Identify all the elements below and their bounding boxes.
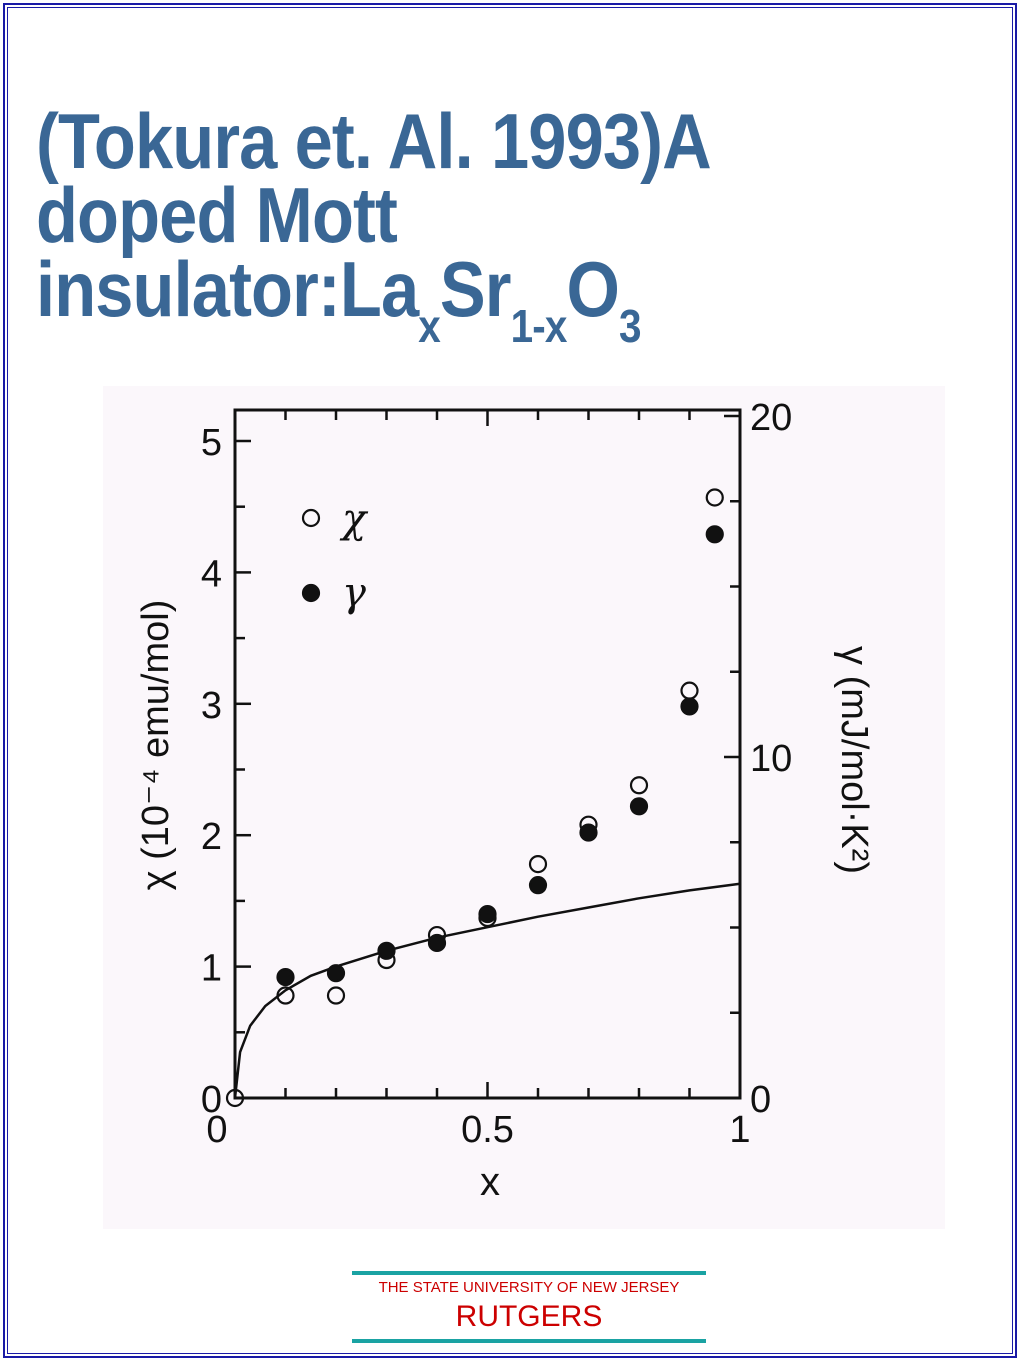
slide-title: (Tokura et. Al. 1993)A doped Mott insula… bbox=[36, 97, 881, 352]
title-sub-x: x bbox=[418, 300, 441, 352]
footer-line-bottom bbox=[352, 1339, 706, 1343]
gamma-point bbox=[326, 964, 346, 983]
rutgers-logo-text: RUTGERS bbox=[455, 1300, 603, 1333]
chart-points bbox=[225, 488, 724, 1108]
title-sub-3: 3 bbox=[619, 300, 642, 352]
gamma-point bbox=[705, 525, 724, 544]
gamma-point bbox=[579, 823, 598, 842]
y-tick-label-left: 0 bbox=[201, 1079, 222, 1121]
y-tick-label-left: 4 bbox=[201, 553, 222, 595]
legend-label-gamma: γ bbox=[342, 570, 366, 616]
title-line-1: (Tokura et. Al. 1993)A bbox=[36, 97, 712, 185]
y-axis-label-left: χ (10⁻⁴ emu/mol) bbox=[135, 600, 177, 891]
footer-line-top bbox=[352, 1271, 706, 1275]
chi-point bbox=[326, 986, 346, 1005]
chart-legend: χγ bbox=[301, 496, 369, 616]
title-formula-la: insulator:La bbox=[36, 245, 419, 333]
legend-marker-chi bbox=[301, 508, 321, 528]
y-axis-label-right: γ (mJ/mol·K²) bbox=[833, 646, 875, 874]
university-name: THE STATE UNIVERSITY OF NEW JERSEY bbox=[378, 1279, 680, 1296]
chi-point bbox=[680, 681, 699, 700]
chi-point bbox=[705, 488, 724, 507]
title-formula-sr: Sr bbox=[439, 245, 512, 333]
gamma-point bbox=[629, 797, 649, 816]
gamma-point bbox=[427, 933, 447, 953]
x-tick-label: 1 bbox=[729, 1109, 750, 1151]
y-tick-label-left: 3 bbox=[201, 685, 222, 727]
gamma-point bbox=[680, 697, 699, 716]
legend-marker-gamma bbox=[301, 583, 321, 603]
y-tick-label-right: 10 bbox=[750, 738, 792, 780]
x-tick-label: 0.5 bbox=[461, 1109, 514, 1151]
chi-point bbox=[528, 855, 548, 874]
gamma-point bbox=[528, 876, 548, 895]
x-tick-label: 0 bbox=[206, 1109, 227, 1151]
y-tick-label-left: 2 bbox=[201, 816, 222, 858]
chart-background bbox=[103, 386, 945, 1229]
chart-axes bbox=[233, 408, 742, 1100]
y-tick-label-left: 5 bbox=[201, 422, 222, 464]
y-tick-label-right: 20 bbox=[750, 397, 792, 439]
title-formula-o: O bbox=[566, 245, 620, 333]
y-tick-label-left: 1 bbox=[201, 948, 222, 990]
title-line-3: insulator:LaxSr1-xO3 bbox=[36, 250, 881, 352]
x-axis-label: x bbox=[480, 1160, 500, 1204]
gamma-point bbox=[478, 904, 497, 924]
plot-frame bbox=[233, 408, 742, 1100]
y-tick-label-right: 0 bbox=[750, 1079, 771, 1121]
slide-border bbox=[3, 3, 1017, 1358]
title-line-2: doped Mott bbox=[36, 171, 398, 259]
gamma-point bbox=[276, 968, 295, 987]
gamma-point bbox=[377, 941, 396, 960]
chi-point bbox=[225, 1088, 245, 1108]
slide-border-inner bbox=[7, 7, 1013, 1354]
title-sub-1x: 1-x bbox=[510, 300, 568, 352]
legend-label-chi: χ bbox=[339, 496, 369, 542]
chi-point bbox=[276, 986, 295, 1005]
chi-point bbox=[629, 776, 649, 795]
